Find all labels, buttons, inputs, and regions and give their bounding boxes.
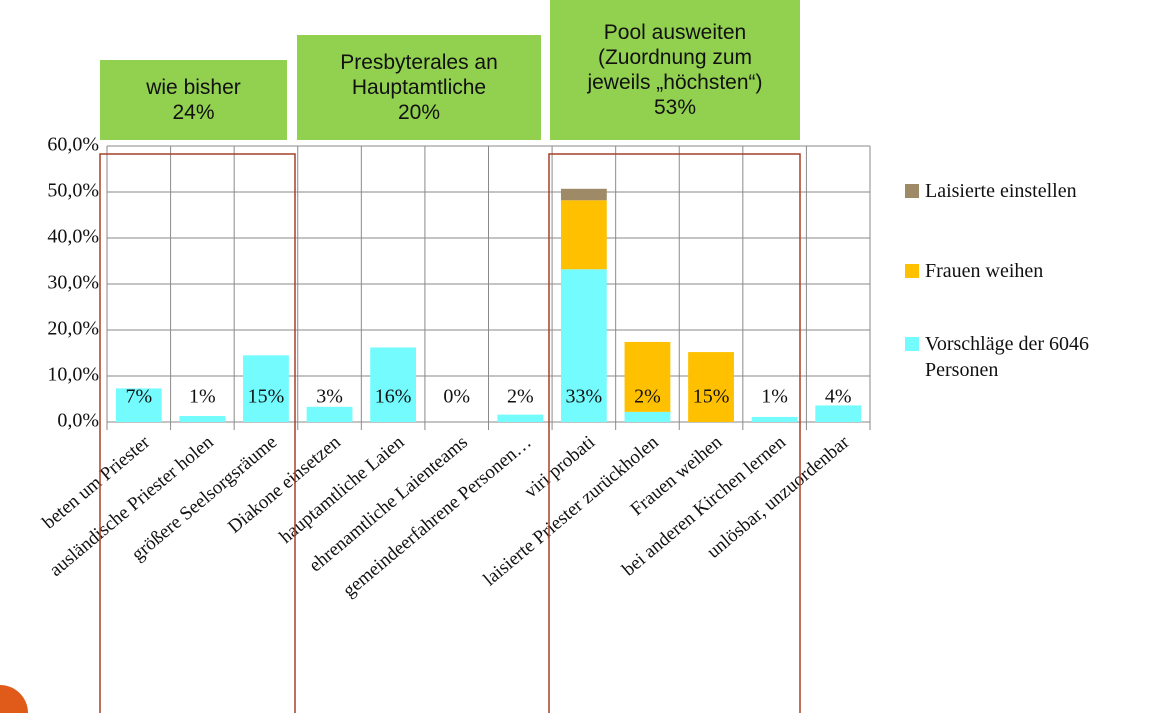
highlight-frame bbox=[99, 153, 296, 713]
y-tick-label: 60,0% bbox=[47, 134, 99, 156]
data-label: 15% bbox=[248, 386, 285, 408]
bar-segment bbox=[179, 416, 226, 422]
annotation-box: wie bisher 24% bbox=[100, 60, 287, 140]
legend-label: Laisierte einstellen bbox=[925, 180, 1077, 202]
data-label: 3% bbox=[316, 386, 343, 408]
annotation-line: Presbyterales an bbox=[340, 51, 498, 74]
x-tick-label: beten um Priester bbox=[39, 431, 155, 533]
bar-segment bbox=[560, 200, 607, 270]
bar-segment bbox=[624, 411, 671, 422]
bar-segment bbox=[560, 269, 607, 422]
bar-segment bbox=[243, 355, 289, 422]
bar-segment bbox=[306, 406, 353, 422]
annotation-line: Pool ausweiten bbox=[603, 21, 747, 44]
bar-segment bbox=[497, 414, 544, 422]
bar-segment bbox=[624, 341, 671, 412]
bar-segment bbox=[751, 416, 798, 422]
annotation-line: Hauptamtliche bbox=[351, 76, 487, 99]
annotation-line: 24% bbox=[172, 101, 215, 124]
data-label: 2% bbox=[507, 386, 534, 408]
bar-segment bbox=[688, 352, 734, 422]
data-label: 1% bbox=[761, 386, 788, 408]
bar-segment bbox=[115, 388, 162, 422]
y-tick-label: 50,0% bbox=[47, 180, 99, 202]
legend-item: Vorschläge der 6046 Personen bbox=[905, 331, 1140, 383]
highlight-frame bbox=[548, 153, 801, 713]
legend-swatch bbox=[905, 337, 919, 351]
bar-segment bbox=[560, 188, 607, 201]
y-tick-label: 40,0% bbox=[47, 226, 99, 248]
annotation-line: (Zuordnung zum bbox=[597, 46, 753, 69]
annotation-box: Pool ausweiten (Zuordnung zum jeweils „höc… bbox=[550, 0, 800, 140]
y-tick-label: 0,0% bbox=[57, 410, 99, 432]
y-tick-label: 10,0% bbox=[47, 364, 99, 386]
annotation-box: Presbyterales an Hauptamtliche 20% bbox=[297, 35, 541, 140]
y-tick-label: 30,0% bbox=[47, 272, 99, 294]
annotation-line: 53% bbox=[653, 96, 697, 119]
data-label: 16% bbox=[375, 386, 412, 408]
annotation-line: wie bisher bbox=[146, 76, 241, 99]
legend-item: Frauen weihen bbox=[905, 258, 1140, 284]
legend-label: Frauen weihen bbox=[925, 260, 1044, 282]
data-label: 7% bbox=[125, 386, 152, 408]
data-label: 15% bbox=[693, 386, 730, 408]
decor-circle bbox=[0, 685, 28, 713]
data-label: 1% bbox=[189, 386, 216, 408]
legend-label: Vorschläge der 6046 Personen bbox=[925, 333, 1090, 381]
annotation-line: 20% bbox=[397, 101, 441, 124]
bar-segment bbox=[815, 405, 862, 422]
annotation-line: jeweils „höchsten“) bbox=[587, 71, 763, 94]
bar-segment bbox=[370, 347, 417, 422]
legend-swatch bbox=[905, 264, 919, 278]
data-label: 2% bbox=[634, 386, 661, 408]
data-label: 33% bbox=[566, 386, 603, 408]
y-tick-label: 20,0% bbox=[47, 318, 99, 340]
data-label: 4% bbox=[825, 386, 852, 408]
x-tick-label: Diakone einsetzen bbox=[224, 431, 345, 537]
legend-swatch bbox=[905, 184, 919, 198]
legend-item: Laisierte einstellen bbox=[905, 178, 1140, 204]
data-label: 0% bbox=[443, 386, 470, 408]
